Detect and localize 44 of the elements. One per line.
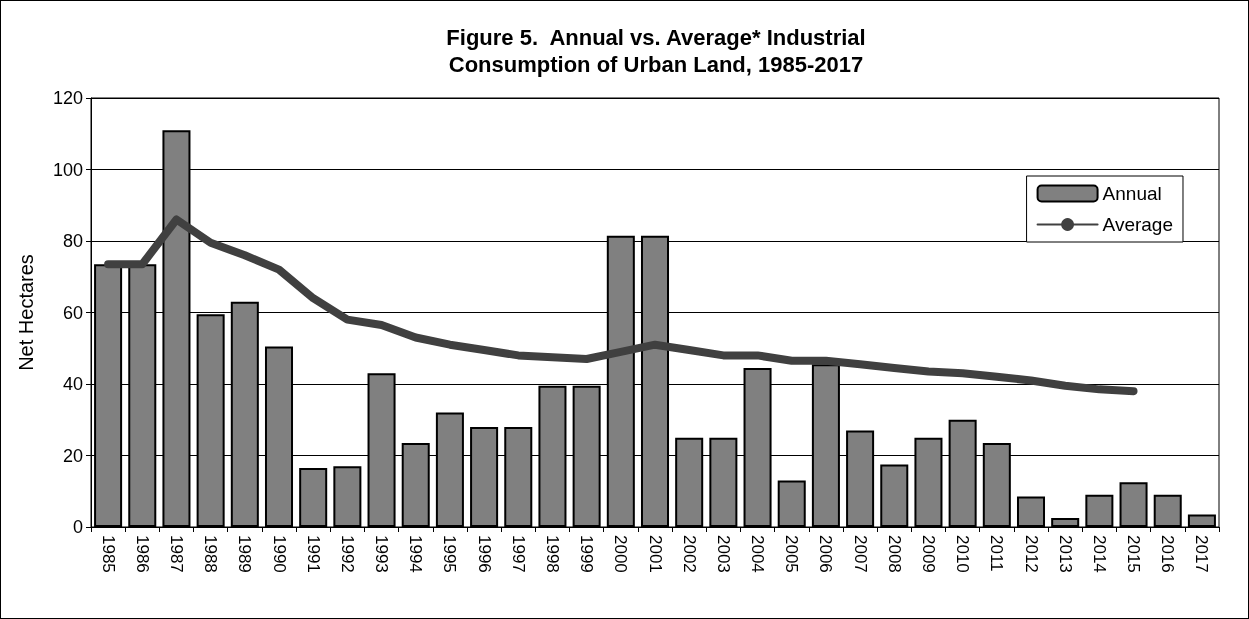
y-tick-label: 100 xyxy=(52,159,83,180)
x-tick-label: 1991 xyxy=(303,535,323,573)
x-tick-label: 2016 xyxy=(1158,535,1178,573)
y-tick-label: 20 xyxy=(62,445,83,466)
x-tick-label: 1998 xyxy=(542,535,562,573)
legend-label: Annual xyxy=(1102,183,1162,204)
y-axis-title: Net Hectares xyxy=(15,254,37,371)
y-tick-label: 40 xyxy=(62,374,83,394)
x-tick-label: 2012 xyxy=(1021,535,1041,573)
x-tick-label: 2006 xyxy=(816,535,836,573)
x-tick-label: 1988 xyxy=(201,535,221,573)
x-tick-label: 2003 xyxy=(713,535,733,573)
x-tick-label: 2013 xyxy=(1055,535,1075,573)
x-tick-label: 1995 xyxy=(440,535,460,573)
y-tick-label: 0 xyxy=(72,517,83,537)
x-tick-label: 1989 xyxy=(235,535,255,573)
x-tick-label: 1996 xyxy=(474,535,494,573)
x-tick-label: 2010 xyxy=(953,535,973,573)
chart-title: Figure 5. Annual vs. Average* Industrial Consumption of Urban Land, 1985-2017 xyxy=(446,25,866,77)
x-tick-label: 2011 xyxy=(987,535,1007,572)
x-tick-label: 1986 xyxy=(132,535,152,573)
x-tick-label: 2017 xyxy=(1192,535,1212,573)
legend-label: Average xyxy=(1102,214,1174,235)
x-tick-label: 1992 xyxy=(337,535,357,573)
y-tick-label: 60 xyxy=(62,302,83,323)
x-tick-label: 2001 xyxy=(645,535,665,573)
x-tick-label: 2014 xyxy=(1089,535,1109,573)
x-tick-label: 1994 xyxy=(406,535,426,573)
x-tick-label: 2004 xyxy=(748,535,768,573)
x-tick-label: 1987 xyxy=(166,535,186,573)
x-tick-label: 2009 xyxy=(918,535,938,573)
x-tick-label: 1993 xyxy=(372,535,392,573)
y-tick-label: 80 xyxy=(62,231,83,251)
x-tick-label: 1999 xyxy=(577,535,597,573)
x-tick-label: 2002 xyxy=(679,535,699,573)
x-tick-label: 1997 xyxy=(508,535,528,573)
x-tick-label: 2008 xyxy=(884,535,904,573)
x-tick-label: 2000 xyxy=(611,535,631,573)
x-tick-label: 1990 xyxy=(269,535,289,573)
x-tick-label: 2015 xyxy=(1124,535,1144,573)
x-tick-label: 2007 xyxy=(850,535,870,573)
y-tick-label: 120 xyxy=(52,88,83,108)
x-tick-label: 1985 xyxy=(98,535,118,573)
x-tick-label: 2005 xyxy=(782,535,802,573)
